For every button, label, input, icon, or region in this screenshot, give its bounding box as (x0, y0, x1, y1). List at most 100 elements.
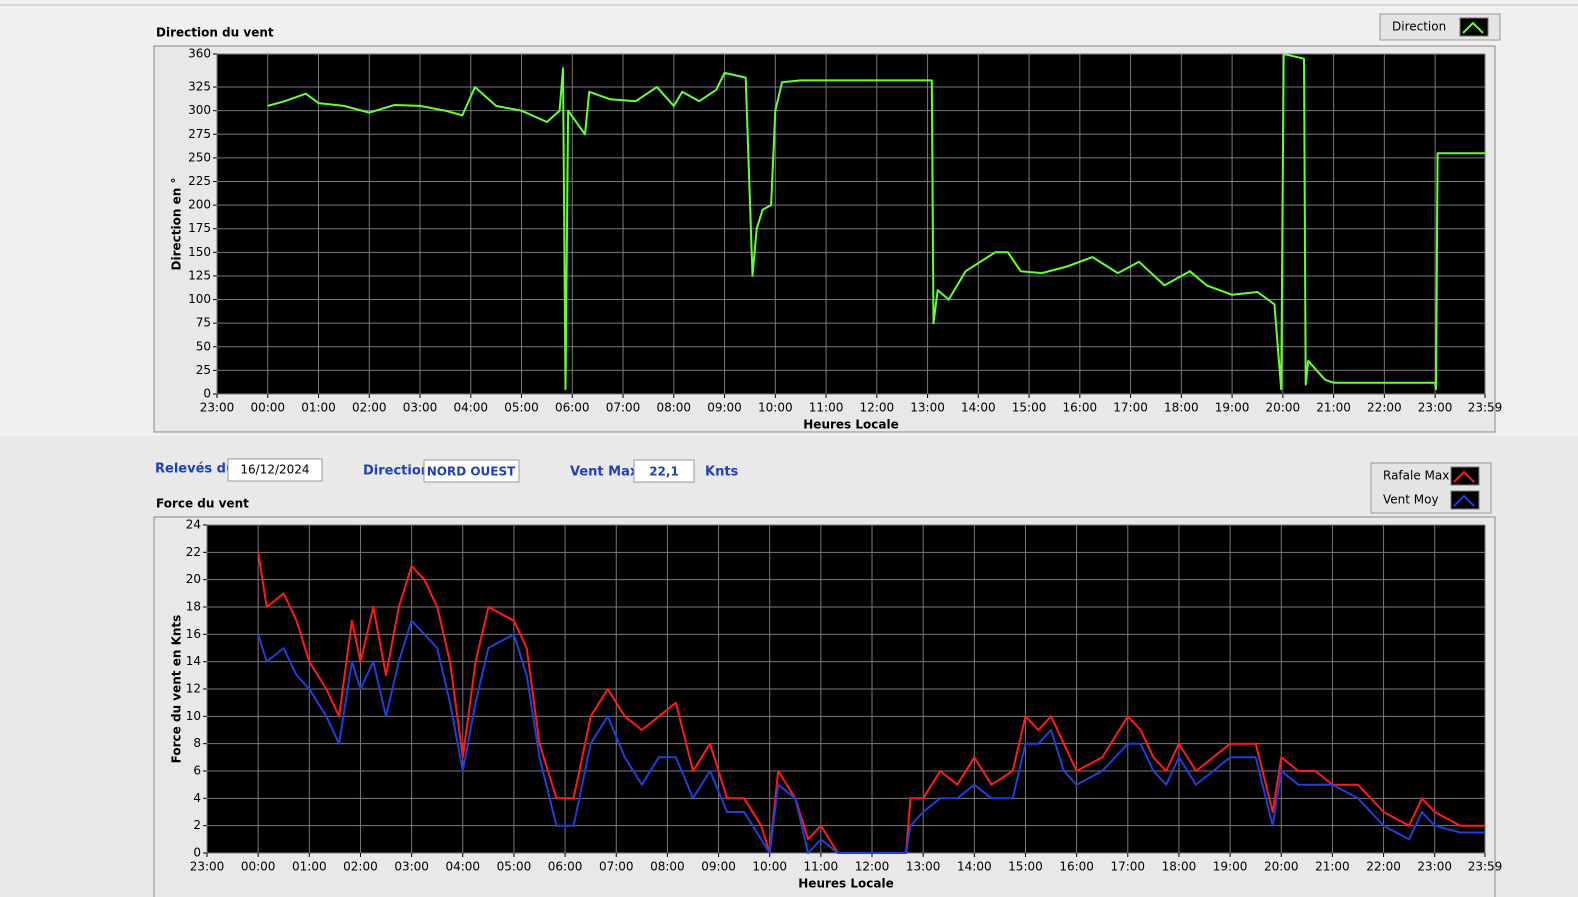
legend-label: Vent Moy (1383, 493, 1439, 507)
x-axis-label: Heures Locale (798, 877, 893, 891)
y-tick-label: 10 (186, 709, 201, 723)
field-value: 16/12/2024 (240, 463, 309, 477)
y-tick-label: 275 (188, 127, 211, 141)
x-axis-label: Heures Locale (803, 418, 898, 432)
y-tick-label: 8 (193, 736, 201, 750)
legend-symbol (1453, 494, 1475, 507)
legend-swatch (1450, 466, 1480, 486)
y-tick-label: 24 (186, 518, 201, 532)
x-tick-label: 00:00 (250, 401, 285, 415)
x-tick-label: 23:00 (200, 401, 235, 415)
chart-title: Direction du vent (156, 26, 274, 40)
field-box[interactable] (633, 459, 695, 483)
legend-symbol (1453, 470, 1475, 483)
x-tick-label: 23:59 (1468, 860, 1503, 874)
series-line (257, 619, 1485, 854)
x-tick-label: 05:00 (504, 401, 539, 415)
y-tick-label: 6 (193, 764, 201, 778)
x-tick-label: 12:00 (855, 860, 890, 874)
legend-label: Direction (1392, 20, 1446, 34)
x-tick-label: 23:00 (1417, 860, 1452, 874)
y-tick-label: 100 (188, 292, 211, 306)
y-tick-label: 150 (188, 245, 211, 259)
x-tick-label: 10:00 (758, 401, 793, 415)
y-tick-label: 4 (193, 791, 201, 805)
x-tick-label: 15:00 (1008, 860, 1043, 874)
y-tick-label: 200 (188, 198, 211, 212)
x-tick-label: 00:00 (241, 860, 276, 874)
x-tick-label: 23:00 (1418, 401, 1453, 415)
x-tick-label: 01:00 (292, 860, 327, 874)
x-tick-label: 14:00 (961, 401, 996, 415)
x-tick-label: 06:00 (548, 860, 583, 874)
x-tick-label: 22:00 (1367, 401, 1402, 415)
legend-swatch (1450, 490, 1480, 510)
x-tick-label: 05:00 (497, 860, 532, 874)
legend-swatch (1459, 17, 1489, 37)
y-tick-label: 18 (186, 600, 201, 614)
x-tick-label: 19:00 (1213, 860, 1248, 874)
x-tick-label: 10:00 (752, 860, 787, 874)
field-label: Vent Max (570, 465, 639, 480)
x-tick-label: 23:59 (1468, 401, 1503, 415)
y-tick-label: 16 (186, 627, 201, 641)
series-line (257, 552, 1485, 854)
field-box[interactable] (227, 458, 323, 482)
x-tick-label: 03:00 (403, 401, 438, 415)
x-tick-label: 02:00 (343, 860, 378, 874)
y-tick-label: 360 (188, 47, 211, 61)
x-tick-label: 06:00 (555, 401, 590, 415)
x-tick-label: 12:00 (860, 401, 895, 415)
y-tick-label: 12 (186, 682, 201, 696)
x-tick-label: 02:00 (352, 401, 387, 415)
x-tick-label: 04:00 (453, 401, 488, 415)
x-tick-label: 21:00 (1315, 860, 1350, 874)
x-tick-label: 20:00 (1264, 860, 1299, 874)
x-tick-label: 21:00 (1316, 401, 1351, 415)
x-tick-label: 09:00 (701, 860, 736, 874)
fields: Relevés du 16/12/2024 Direction NORD OUE… (155, 458, 739, 483)
x-tick-label: 20:00 (1266, 401, 1301, 415)
y-tick-label: 75 (196, 316, 211, 330)
chart-title: Force du vent (156, 497, 249, 511)
y-tick-label: 22 (186, 545, 201, 559)
x-tick-label: 14:00 (957, 860, 992, 874)
x-tick-label: 17:00 (1110, 860, 1145, 874)
y-tick-label: 2 (193, 818, 201, 832)
x-tick-label: 15:00 (1012, 401, 1047, 415)
x-tick-label: 08:00 (650, 860, 685, 874)
x-tick-label: 11:00 (804, 860, 839, 874)
x-tick-label: 09:00 (707, 401, 742, 415)
y-tick-label: 20 (186, 572, 201, 586)
x-tick-label: 22:00 (1366, 860, 1401, 874)
x-tick-label: 19:00 (1215, 401, 1250, 415)
y-axis-label: Force du vent en Knts (170, 615, 184, 764)
x-tick-label: 07:00 (606, 401, 641, 415)
y-tick-label: 50 (196, 339, 211, 353)
series-line (267, 53, 1485, 391)
x-tick-label: 01:00 (301, 401, 336, 415)
x-tick-label: 04:00 (445, 860, 480, 874)
x-tick-label: 16:00 (1063, 401, 1098, 415)
x-tick-label: 23:00 (190, 860, 225, 874)
y-tick-label: 250 (188, 150, 211, 164)
y-tick-label: 175 (188, 221, 211, 235)
x-tick-label: 13:00 (906, 860, 941, 874)
y-tick-label: 125 (188, 268, 211, 282)
legend-symbol (1462, 21, 1484, 34)
y-tick-label: 14 (186, 654, 201, 668)
x-tick-label: 16:00 (1059, 860, 1094, 874)
field-box[interactable] (423, 459, 520, 483)
y-tick-label: 25 (196, 363, 211, 377)
x-tick-label: 13:00 (910, 401, 945, 415)
y-tick-label: 225 (188, 174, 211, 188)
x-tick-label: 03:00 (394, 860, 429, 874)
field-label: Direction (363, 464, 430, 479)
x-tick-label: 08:00 (656, 401, 691, 415)
x-tick-label: 18:00 (1164, 401, 1199, 415)
x-tick-label: 11:00 (809, 401, 844, 415)
x-tick-label: 07:00 (599, 860, 634, 874)
y-tick-label: 0 (203, 387, 211, 401)
